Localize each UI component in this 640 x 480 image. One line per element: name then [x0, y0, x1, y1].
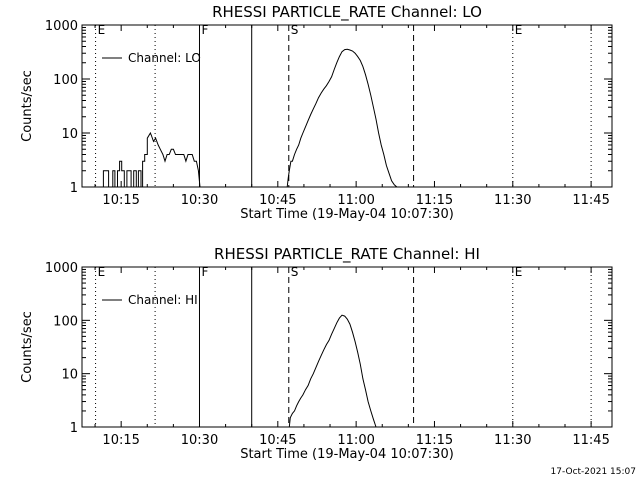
x-tick-label: 11:45 [572, 193, 609, 208]
marker-label: E [515, 23, 523, 37]
x-tick-label: 10:45 [259, 433, 296, 448]
marker-label: S [291, 265, 299, 279]
series-line-segment [101, 131, 201, 188]
marker-label: E [98, 265, 106, 279]
x-tick-label: 10:15 [102, 433, 139, 448]
marker-label: E [98, 23, 106, 37]
chart-panel-hi: RHESSI PARTICLE_RATE Channel: HI Start Ti… [20, 245, 613, 462]
plot-frame [81, 24, 613, 188]
x-tick-label: 11:45 [572, 433, 609, 448]
x-tick-label: 11:00 [337, 433, 374, 448]
x-tick-label: 11:15 [416, 433, 453, 448]
chart-title: RHESSI PARTICLE_RATE Channel: LO [212, 3, 482, 22]
chart-title: RHESSI PARTICLE_RATE Channel: HI [214, 245, 480, 264]
x-axis-label: Start Time (19-May-04 10:07:30) [240, 447, 454, 462]
x-tick-label: 11:30 [494, 433, 531, 448]
y-axis-label: Counts/sec [20, 311, 35, 383]
x-tick-label: 10:45 [259, 193, 296, 208]
y-tick-label: 100 [53, 73, 78, 88]
series-line-segment [288, 314, 377, 428]
plot-frame [81, 266, 613, 428]
y-tick-label: 1000 [45, 261, 78, 276]
x-tick-label: 10:30 [181, 433, 218, 448]
series-line-segment [286, 48, 398, 188]
legend-label: Channel: HI [128, 293, 198, 307]
x-tick-label: 11:30 [494, 193, 531, 208]
marker-label: S [291, 23, 299, 37]
y-tick-label: 10 [61, 127, 78, 142]
x-tick-label: 11:15 [416, 193, 453, 208]
y-tick-label: 1000 [45, 19, 78, 34]
legend-label: Channel: LO [128, 51, 201, 65]
footer-timestamp: 17-Oct-2021 15:07 [551, 467, 636, 477]
chart-panel-lo: RHESSI PARTICLE_RATE Channel: LO Start Ti… [20, 3, 613, 222]
x-tick-label: 11:00 [337, 193, 374, 208]
x-tick-label: 10:15 [102, 193, 139, 208]
marker-label: F [201, 23, 208, 37]
y-tick-label: 1 [70, 421, 78, 436]
marker-label: E [515, 265, 523, 279]
y-axis-label: Counts/sec [20, 70, 35, 142]
x-axis-label: Start Time (19-May-04 10:07:30) [240, 207, 454, 222]
marker-label: F [201, 265, 208, 279]
y-tick-label: 10 [61, 368, 78, 383]
y-tick-label: 100 [53, 314, 78, 329]
x-tick-label: 10:30 [181, 193, 218, 208]
y-tick-label: 1 [70, 181, 78, 196]
